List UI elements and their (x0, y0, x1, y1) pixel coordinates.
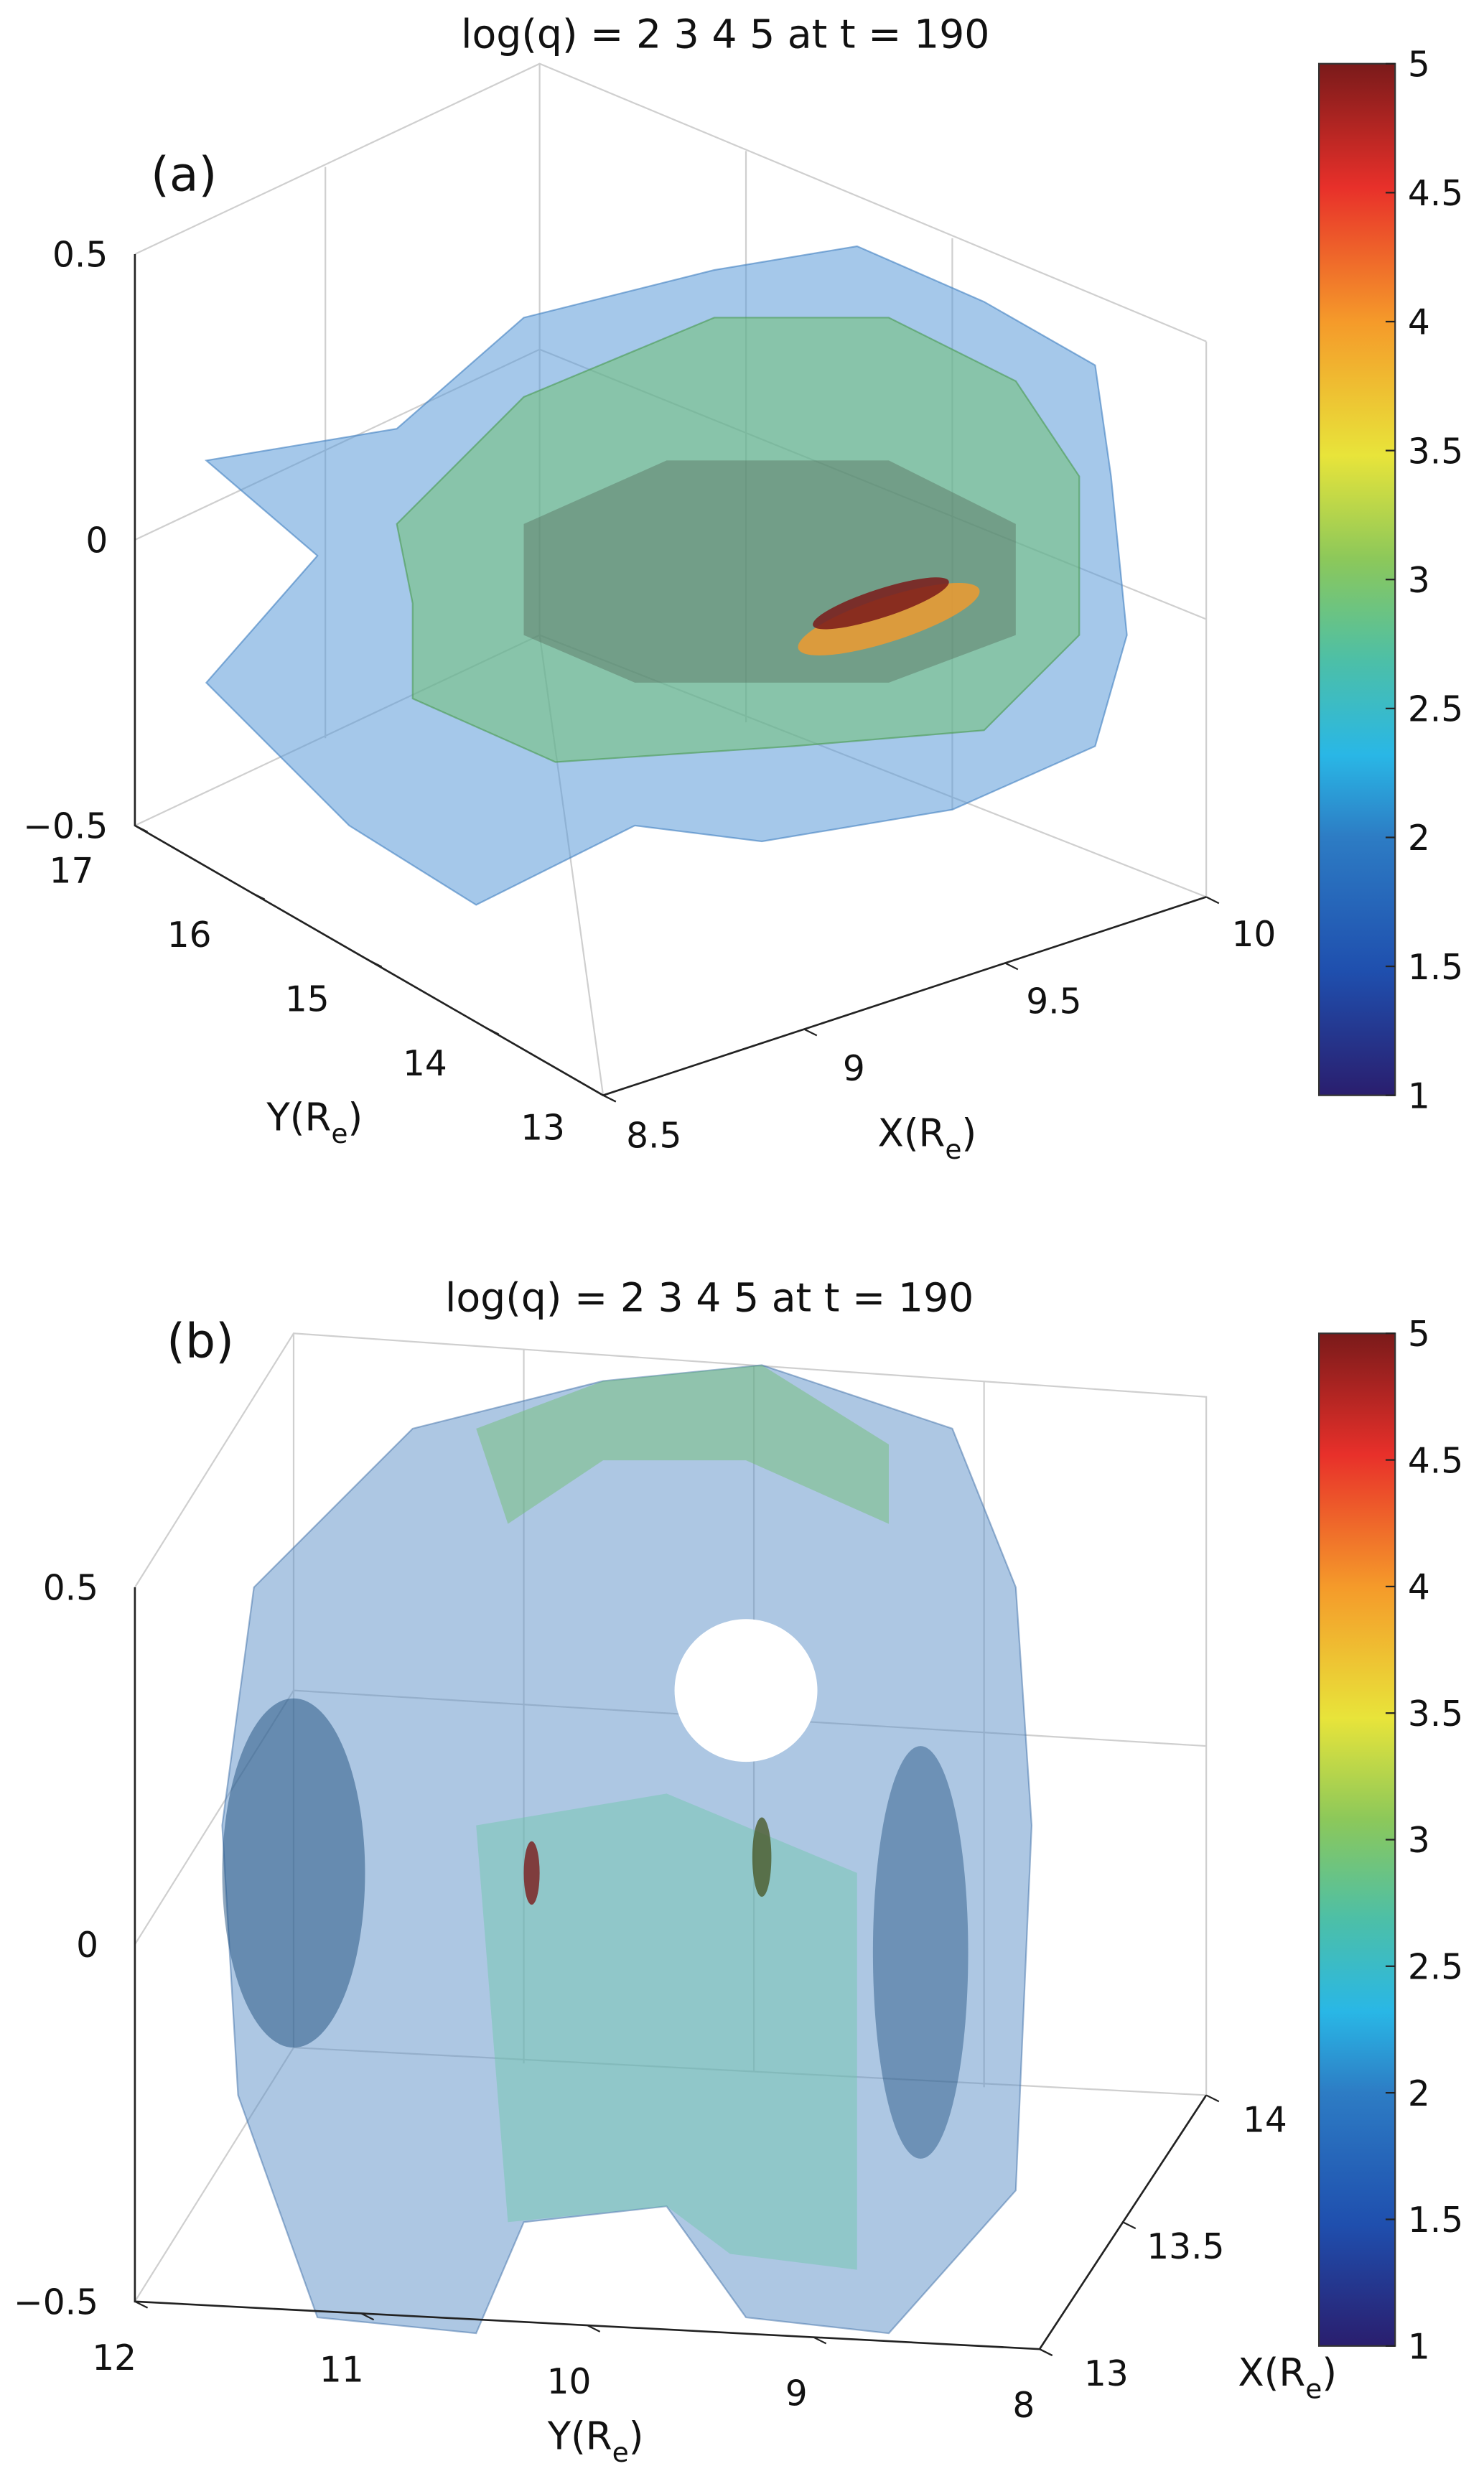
colorbar-tick-label: 5 (1408, 1314, 1430, 1355)
y-tick-label: 15 (285, 980, 330, 1020)
colorbar-tick-label: 3 (1408, 1821, 1430, 1861)
panel-b-y-label: Y(Re) (547, 2414, 644, 2468)
tick-mark (360, 2312, 375, 2321)
panel-b-title: log(q) = 2 3 4 5 at t = 190 (445, 1275, 974, 1321)
panel-a-y-label: Y(Re) (266, 1095, 363, 1149)
colorbar-tick-label: 1.5 (1408, 2200, 1463, 2241)
y-tick-label: 16 (167, 915, 212, 956)
y-tick-label: 8 (1012, 2386, 1035, 2426)
panel-a-x-ticks: 8.5 9 9.5 10 (602, 896, 1277, 1157)
tick-mark (587, 2324, 601, 2332)
x-tick-label: 9 (843, 1049, 865, 1089)
colorbar-tick-label: 3.5 (1408, 1694, 1463, 1734)
tick-mark (803, 1028, 818, 1037)
tick-mark (1122, 2221, 1137, 2230)
y-tick-label: 11 (319, 2350, 364, 2390)
panel-b-y-ticks: 12 11 10 9 8 (92, 2300, 1053, 2426)
tick-mark (813, 2336, 827, 2345)
colorbar-tick-label: 1.5 (1408, 948, 1463, 988)
tick-mark (251, 892, 266, 900)
isosurface-level-3 (476, 1365, 889, 1524)
colorbar-tick-label: 2.5 (1408, 690, 1463, 730)
colorbar-tick-label: 2 (1408, 818, 1430, 859)
tick-mark (485, 1027, 500, 1035)
panel-a-x-label: X(Re) (878, 1111, 977, 1165)
colorbar-tick-label: 1 (1408, 1076, 1430, 1116)
colorbar-tick-label: 5 (1408, 45, 1430, 85)
z-tick-label: 0 (85, 521, 108, 561)
x-tick-label: 13.5 (1147, 2227, 1224, 2267)
colorbar-tick-label: 4 (1408, 1568, 1430, 1608)
colorbar-tick-label: 2 (1408, 2074, 1430, 2114)
isosurface-level-3 (396, 317, 1081, 763)
panel-a-isosurfaces (204, 245, 1128, 906)
colorbar-tick-label: 2.5 (1408, 1947, 1463, 1987)
panel-a-colorbar-ticks: 1 1.5 2 2.5 3 3.5 4 4.5 5 (1385, 45, 1463, 1116)
isosurface-level-4-right (752, 1817, 772, 1897)
tick-mark (1004, 962, 1019, 971)
tick-mark (1039, 2348, 1053, 2356)
hole (674, 1619, 818, 1762)
y-tick-label: 17 (50, 851, 94, 891)
panel-b-x-ticks: 13 13.5 14 (1039, 2094, 1287, 2394)
x-tick-label: 9.5 (1026, 981, 1081, 1022)
panel-b-isosurfaces (221, 1364, 1033, 2335)
panel-a-colorbar (1317, 62, 1396, 1096)
y-tick-label: 13 (521, 1108, 565, 1149)
colorbar-tick-label: 3.5 (1408, 431, 1463, 472)
panel-a-title: log(q) = 2 3 4 5 at t = 190 (461, 12, 989, 58)
x-tick-label: 13 (1084, 2354, 1129, 2394)
panel-b-z-ticks: 0.5 0 −0.5 (14, 1569, 98, 2323)
isosurface-level-2-outer (221, 1364, 1033, 2335)
panel-b: log(q) = 2 3 4 5 at t = 190 (b) 0.5 0 −0.5… (14, 1275, 1463, 2468)
panel-b-colorbar (1317, 1332, 1396, 2347)
tick-mark (134, 2300, 149, 2309)
x-tick-label: 8.5 (626, 1116, 681, 1157)
y-tick-label: 9 (785, 2374, 808, 2414)
z-tick-label: −0.5 (23, 807, 108, 847)
tick-mark (602, 1094, 617, 1103)
isosurface-level-3-lower (476, 1793, 857, 2270)
isosurface-dense-left (222, 1698, 365, 2048)
panel-b-colorbar-ticks: 1 1.5 2 2.5 3 3.5 4 4.5 5 (1385, 1314, 1463, 2367)
z-tick-label: 0 (76, 1925, 98, 1966)
panel-b-label: (b) (167, 1312, 234, 1368)
tick-mark (1205, 896, 1220, 905)
isosurface-level-4 (798, 583, 980, 655)
panel-a-label: (a) (151, 146, 217, 202)
z-tick-label: 0.5 (52, 235, 108, 276)
colorbar-tick-label: 4.5 (1408, 1441, 1463, 1481)
isosurface-level-5 (813, 577, 949, 630)
panel-a: log(q) = 2 3 4 5 at t = 190 (a) 0.5 0 −0.5… (23, 12, 1463, 1165)
panel-a-y-ticks: 17 16 15 14 13 (50, 824, 617, 1149)
isosurface-level-5-left (523, 1841, 540, 1905)
panel-b-x-label: X(Re) (1238, 2350, 1337, 2405)
z-tick-label: 0.5 (43, 1569, 98, 1609)
z-tick-label: −0.5 (14, 2283, 98, 2323)
x-tick-label: 14 (1243, 2100, 1287, 2140)
colorbar-tick-label: 4 (1408, 303, 1430, 343)
x-tick-label: 10 (1232, 915, 1277, 955)
colorbar-tick-label: 4.5 (1408, 174, 1463, 214)
isosurface-dense-right (872, 1746, 969, 2159)
y-tick-label: 14 (403, 1044, 447, 1084)
tick-mark (1205, 2094, 1220, 2103)
isosurface-level-3-inner (523, 460, 1016, 683)
colorbar-tick-label: 3 (1408, 561, 1430, 601)
tick-mark (368, 959, 383, 968)
panel-a-z-ticks: 0.5 0 −0.5 (23, 235, 108, 847)
y-tick-label: 10 (547, 2362, 592, 2402)
y-tick-label: 12 (92, 2338, 136, 2378)
colorbar-tick-label: 1 (1408, 2327, 1430, 2367)
tick-mark (134, 824, 149, 833)
